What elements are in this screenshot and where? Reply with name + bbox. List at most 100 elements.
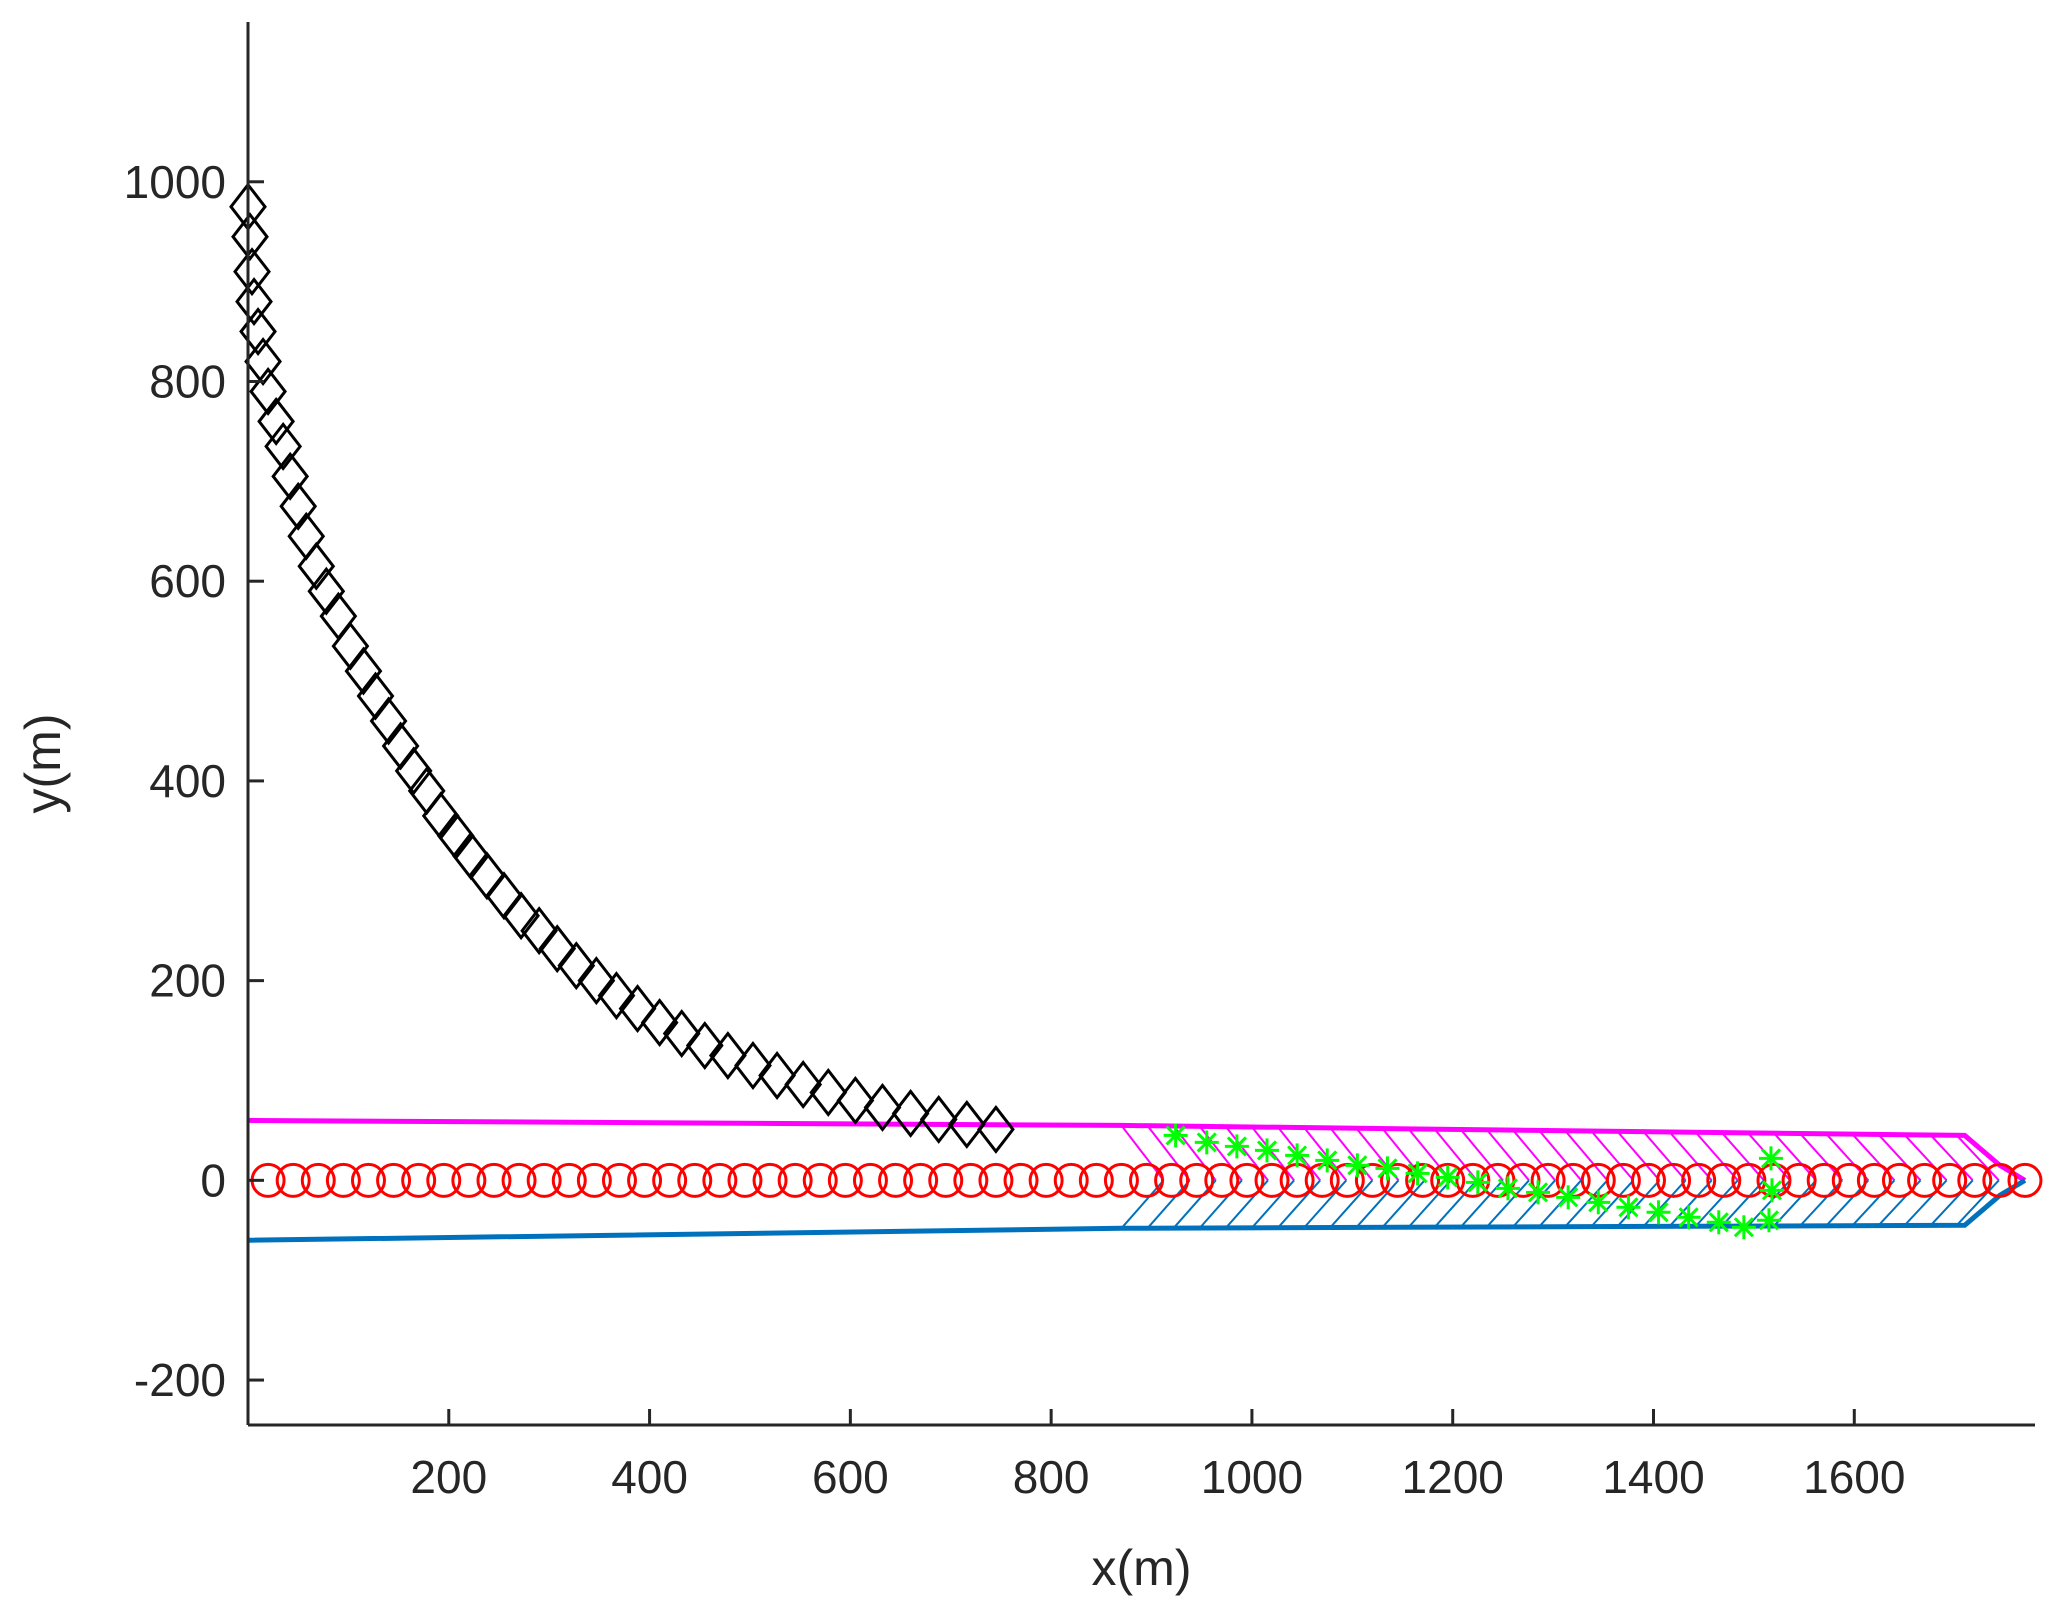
- diamond-marker: [257, 396, 296, 446]
- diamond-marker: [231, 212, 269, 262]
- band-hatch: [1486, 1129, 1530, 1181]
- circle-marker: [1154, 1162, 1190, 1198]
- x-tick-label: 600: [812, 1451, 889, 1503]
- axes-layer: [246, 22, 2035, 1427]
- diamond-marker: [557, 941, 596, 991]
- circle-marker: [677, 1162, 713, 1198]
- circle-marker: [275, 1162, 311, 1198]
- star-marker: [1254, 1138, 1279, 1163]
- circle-marker: [1831, 1162, 1867, 1198]
- circle-marker: [1430, 1162, 1466, 1198]
- band-hatch: [1721, 1131, 1765, 1182]
- diamond-marker: [271, 451, 310, 501]
- star-marker: [1556, 1185, 1581, 1210]
- circle-marker: [1405, 1162, 1441, 1198]
- band-hatch: [1459, 1128, 1504, 1181]
- circle-marker: [1455, 1162, 1491, 1198]
- star-marker: [1526, 1180, 1551, 1205]
- circle-marker: [1806, 1162, 1842, 1198]
- circle-marker: [1907, 1162, 1943, 1198]
- circle-marker: [1756, 1162, 1792, 1198]
- diamond-marker: [758, 1051, 796, 1100]
- y-tick-label: 400: [149, 755, 226, 807]
- diamond-marker: [538, 924, 577, 974]
- circle-marker: [1630, 1162, 1666, 1198]
- circle-marker: [852, 1162, 888, 1198]
- x-tick-label: 800: [1013, 1451, 1090, 1503]
- star-marker: [1194, 1130, 1219, 1155]
- circle-marker: [1731, 1162, 1767, 1198]
- diamond-marker: [264, 421, 303, 471]
- circle-marker: [978, 1162, 1014, 1198]
- diamond-marker: [394, 746, 433, 796]
- band-hatch: [1668, 1131, 1713, 1182]
- band-hatch: [1616, 1179, 1661, 1228]
- band-hatch: [1955, 1179, 2000, 1226]
- diamond-marker: [485, 871, 523, 921]
- circle-marker: [1605, 1162, 1641, 1198]
- diamond-marker: [947, 1099, 986, 1149]
- circle-marker: [1781, 1162, 1817, 1198]
- band-edge: [247, 1178, 2027, 1243]
- circle-marker: [1656, 1162, 1692, 1198]
- circle-marker: [1932, 1162, 1968, 1198]
- x-axis-title: x(m): [1092, 1540, 1192, 1596]
- diamond-marker: [836, 1076, 875, 1125]
- circle-marker: [1078, 1162, 1114, 1198]
- circle-marker: [350, 1162, 386, 1198]
- band-hatch: [1277, 1179, 1321, 1229]
- band-hatch: [1120, 1124, 1165, 1181]
- star-marker: [1646, 1200, 1671, 1225]
- diamond-marker: [734, 1041, 772, 1090]
- x-tick-label: 200: [410, 1451, 487, 1503]
- x-tick-label: 1200: [1402, 1451, 1504, 1503]
- star-marker: [1405, 1161, 1430, 1186]
- band-hatch: [1642, 1130, 1687, 1182]
- circle-marker: [777, 1162, 813, 1198]
- circle-marker: [1254, 1162, 1290, 1198]
- diamond-marker: [784, 1060, 823, 1109]
- x-tick-label: 400: [611, 1451, 688, 1503]
- band-hatch: [1929, 1179, 1974, 1227]
- circle-marker: [1053, 1162, 1089, 1198]
- diamond-marker: [233, 247, 271, 297]
- circle-marker: [1003, 1162, 1039, 1198]
- circle-marker: [802, 1162, 838, 1198]
- band-hatch: [1694, 1131, 1739, 1182]
- circle-marker: [953, 1162, 989, 1198]
- circle-marker: [1304, 1162, 1340, 1198]
- star-marker: [1224, 1134, 1249, 1159]
- star-marker: [1163, 1123, 1188, 1148]
- band-hatch: [1355, 1179, 1400, 1229]
- x-tick-label: 1400: [1602, 1451, 1704, 1503]
- diamond-marker: [685, 1021, 724, 1070]
- band-hatch: [1694, 1179, 1739, 1227]
- star-marker: [1616, 1195, 1641, 1220]
- circle-marker: [878, 1162, 914, 1198]
- diamond-marker: [249, 367, 287, 416]
- band-hatch: [1929, 1134, 1974, 1182]
- circle-marker: [376, 1162, 412, 1198]
- diamond-marker: [307, 566, 346, 616]
- diamond-marker: [344, 646, 383, 696]
- star-marker: [1756, 1208, 1781, 1233]
- star-marker: [1465, 1170, 1490, 1195]
- circle-marker: [1856, 1162, 1892, 1198]
- circle-marker: [576, 1162, 612, 1198]
- x-tick-label: 1000: [1201, 1451, 1303, 1503]
- circle-marker: [652, 1162, 688, 1198]
- y-tick-label: 600: [149, 555, 226, 607]
- band-hatch: [1460, 1179, 1504, 1228]
- band-hatch: [1433, 1128, 1478, 1181]
- band-hatch: [1303, 1179, 1348, 1229]
- circle-marker: [526, 1162, 562, 1198]
- star-marker: [1759, 1178, 1784, 1203]
- circle-marker: [1530, 1162, 1566, 1198]
- circle-marker: [1957, 1162, 1993, 1198]
- star-marker: [1758, 1146, 1783, 1171]
- band-hatch: [1538, 1129, 1582, 1181]
- star-marker: [1676, 1205, 1701, 1230]
- band-hatch: [1407, 1179, 1452, 1228]
- circle-marker: [451, 1162, 487, 1198]
